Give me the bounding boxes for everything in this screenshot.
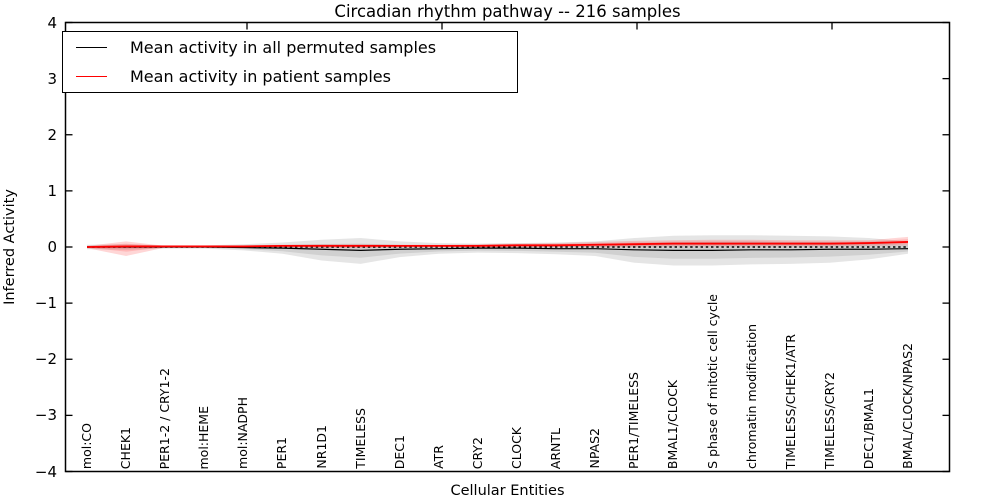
x-tick-label: TIMELESS/CRY2 xyxy=(821,371,837,469)
x-tick-label: S phase of mitotic cell cycle xyxy=(704,294,720,469)
x-tick-label: mol:HEME xyxy=(196,405,212,470)
x-tick-label: TIMELESS/CHEK1/ATR xyxy=(782,333,798,469)
legend-label-permuted: Mean activity in all permuted samples xyxy=(130,38,437,57)
y-tick-label: −3 xyxy=(34,406,57,425)
x-axis-label: Cellular Entities xyxy=(450,483,565,499)
x-tick-label: DEC1/BMAL1 xyxy=(860,387,876,469)
legend-entry-patient: Mean activity in patient samples xyxy=(63,67,517,87)
legend-entry-permuted: Mean activity in all permuted samples xyxy=(63,38,517,58)
legend-line-permuted-icon xyxy=(76,47,107,48)
y-tick-label: −4 xyxy=(34,462,57,481)
x-tick-label: BMAL1/CLOCK xyxy=(665,379,681,469)
y-tick-label: 4 xyxy=(47,13,57,32)
y-tick-label: 1 xyxy=(47,181,57,200)
x-tick-label: NR1D1 xyxy=(313,425,329,469)
x-tick-label: mol:CO xyxy=(79,422,94,469)
x-tick-label: CLOCK xyxy=(509,426,525,469)
legend-line-patient-icon xyxy=(76,76,107,77)
x-tick-label: PER1/TIMELESS xyxy=(626,371,642,469)
y-tick-label: 0 xyxy=(47,238,57,256)
x-tick-label: mol:NADPH xyxy=(235,397,251,469)
legend: Mean activity in all permuted samples Me… xyxy=(62,31,518,93)
x-tick-label: PER1 xyxy=(274,436,290,469)
legend-label-patient: Mean activity in patient samples xyxy=(130,67,391,86)
y-tick-label: 2 xyxy=(47,125,57,144)
x-tick-label: DEC1 xyxy=(391,434,407,469)
x-tick-label: TIMELESS xyxy=(352,408,368,469)
x-tick-label: ARNTL xyxy=(548,427,564,469)
x-tick-label: BMAL/CLOCK/NPAS2 xyxy=(900,343,915,469)
x-tick-label: chromatin modification xyxy=(743,324,759,469)
x-tick-label: ATR xyxy=(430,445,446,469)
x-tick-label: NPAS2 xyxy=(587,428,603,469)
x-tick-label: CHEK1 xyxy=(118,426,134,469)
x-tick-label: PER1-2 / CRY1-2 xyxy=(157,367,173,469)
chart-title: Circadian rhythm pathway -- 216 samples xyxy=(334,2,681,21)
y-tick-label: −1 xyxy=(34,294,57,313)
x-tick-label: CRY2 xyxy=(469,436,485,469)
y-tick-label: 3 xyxy=(47,69,57,88)
y-tick-label: −2 xyxy=(34,350,57,369)
